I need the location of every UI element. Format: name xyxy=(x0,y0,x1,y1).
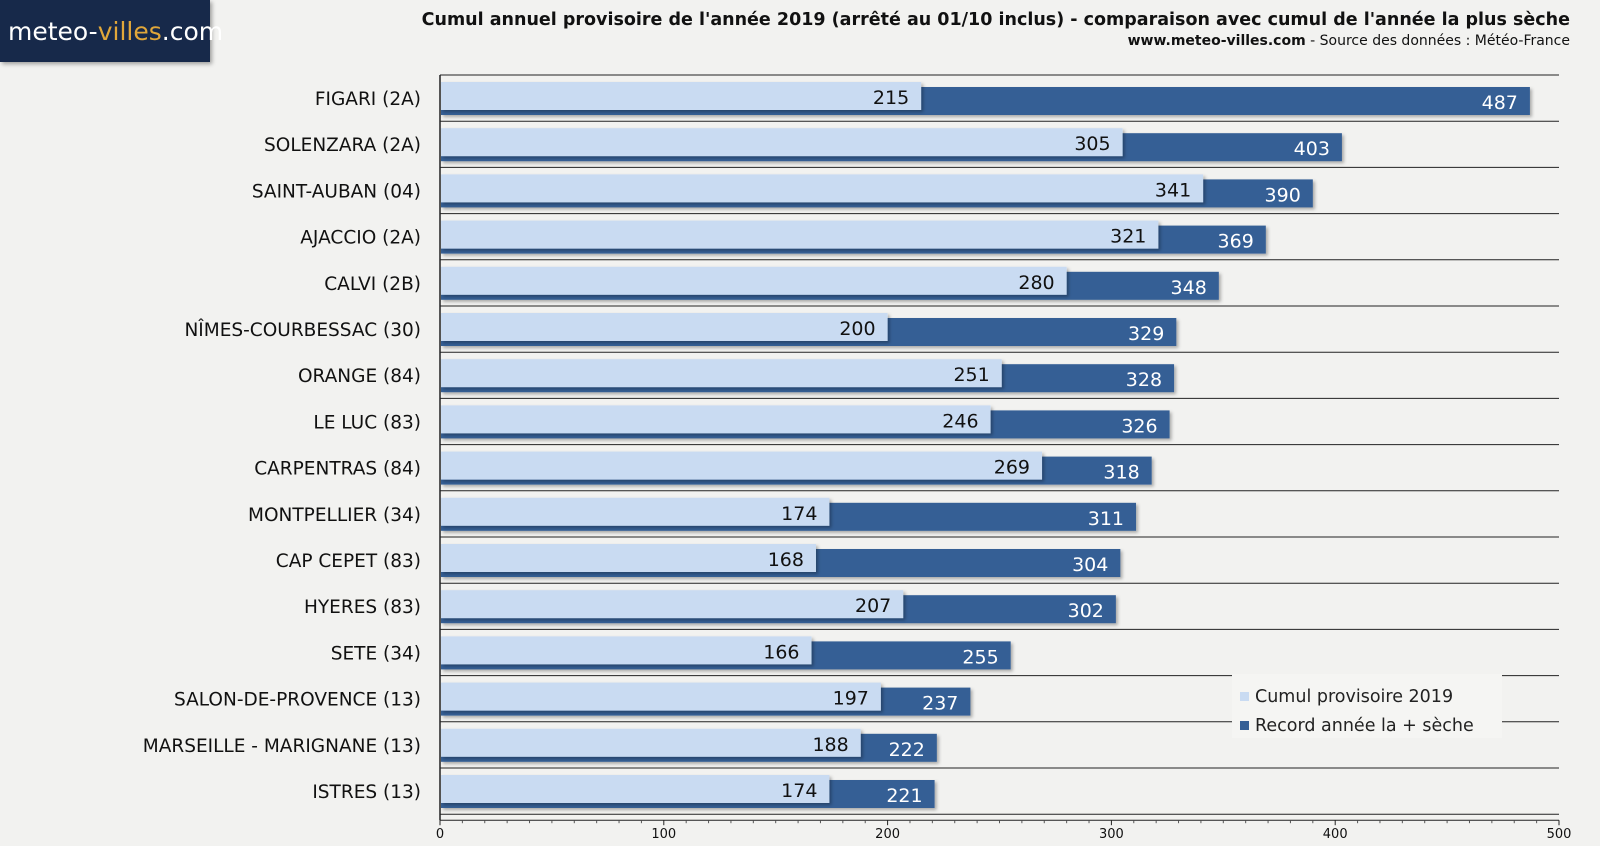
bar-current xyxy=(441,128,1123,157)
data-label-current: 174 xyxy=(781,503,817,525)
category-label: CAP CEPET (83) xyxy=(276,551,421,572)
legend-swatch-current xyxy=(1240,692,1249,701)
bar-current xyxy=(441,636,812,665)
logo-text-accent: villes xyxy=(97,16,162,46)
data-label-record: 326 xyxy=(1121,415,1157,437)
bar-current xyxy=(441,220,1159,249)
category-label: SOLENZARA (2A) xyxy=(264,135,421,156)
data-label-record: 328 xyxy=(1126,369,1162,391)
category-label: FIGARI (2A) xyxy=(315,89,421,110)
chart-subtitle: www.meteo-villes.com - Source des donnée… xyxy=(1128,33,1570,49)
data-label-current: 174 xyxy=(781,780,817,802)
bar-current xyxy=(441,313,888,341)
category-label: CALVI (2B) xyxy=(324,274,421,295)
category-label: NÎMES-COURBESSAC (30) xyxy=(184,319,421,341)
data-label-current: 321 xyxy=(1110,226,1146,248)
data-label-record: 369 xyxy=(1218,231,1254,253)
legend-label-current: Cumul provisoire 2019 xyxy=(1255,686,1454,707)
data-label-current: 280 xyxy=(1018,272,1054,294)
data-label-current: 188 xyxy=(812,734,848,756)
chart-legend: Cumul provisoire 2019 Record année la + … xyxy=(1232,674,1502,738)
data-label-record: 255 xyxy=(962,646,998,668)
category-label: LE LUC (83) xyxy=(313,412,421,433)
data-label-current: 246 xyxy=(942,410,978,432)
x-tick-label: 400 xyxy=(1323,827,1348,842)
bar-current xyxy=(441,544,816,572)
bar-current xyxy=(441,728,861,757)
site-url: www.meteo-villes.com xyxy=(1127,33,1306,49)
category-label: MONTPELLIER (34) xyxy=(248,505,421,526)
data-label-record: 390 xyxy=(1265,184,1301,206)
bar-current xyxy=(441,682,881,711)
chart-title: Cumul annuel provisoire de l'année 2019 … xyxy=(421,10,1570,30)
bar-current xyxy=(441,82,922,110)
data-label-current: 251 xyxy=(953,364,989,386)
category-label: ORANGE (84) xyxy=(298,366,421,387)
data-label-record: 318 xyxy=(1103,462,1139,484)
data-label-record: 304 xyxy=(1072,554,1108,576)
logo-text-part1: meteo- xyxy=(8,16,98,46)
data-label-record: 329 xyxy=(1128,323,1164,345)
x-tick-label: 500 xyxy=(1547,827,1572,842)
category-label: HYERES (83) xyxy=(304,597,421,618)
category-label: CARPENTRAS (84) xyxy=(254,459,421,480)
legend-item-current: Cumul provisoire 2019 xyxy=(1240,682,1502,711)
bar-current xyxy=(441,590,904,619)
data-label-record: 348 xyxy=(1171,277,1207,299)
category-label: ISTRES (13) xyxy=(312,782,421,803)
bar-current xyxy=(441,775,830,803)
category-label: SAINT-AUBAN (04) xyxy=(252,181,421,202)
data-label-current: 200 xyxy=(839,318,875,340)
site-logo[interactable]: meteo-villes .com xyxy=(0,0,223,62)
data-label-current: 305 xyxy=(1074,133,1110,155)
data-label-record: 311 xyxy=(1088,508,1124,530)
data-label-current: 215 xyxy=(873,87,909,109)
category-label: MARSEILLE - MARIGNANE (13) xyxy=(143,736,421,757)
legend-label-record: Record année la + sèche xyxy=(1255,715,1474,736)
data-label-record: 403 xyxy=(1294,138,1330,160)
data-label-record: 222 xyxy=(889,739,925,761)
x-tick-label: 100 xyxy=(651,827,676,842)
data-label-record: 237 xyxy=(922,693,958,715)
bar-current xyxy=(441,451,1043,480)
data-label-current: 197 xyxy=(833,688,869,710)
data-label-current: 166 xyxy=(763,641,799,663)
bar-current xyxy=(441,359,1002,388)
logo-text-part3: .com xyxy=(161,16,224,46)
category-label: SALON-DE-PROVENCE (13) xyxy=(174,690,421,711)
data-label-record: 487 xyxy=(1482,92,1518,114)
legend-item-record: Record année la + sèche xyxy=(1240,711,1502,740)
data-label-current: 269 xyxy=(994,457,1030,479)
bar-current xyxy=(441,497,830,526)
bar-current xyxy=(441,174,1204,203)
category-label: SETE (34) xyxy=(331,643,421,664)
bar-current xyxy=(441,266,1067,295)
data-source: - Source des données : Météo-France xyxy=(1305,33,1570,49)
data-label-current: 207 xyxy=(855,595,891,617)
data-label-record: 302 xyxy=(1068,600,1104,622)
x-tick-label: 0 xyxy=(436,827,444,842)
bar-current xyxy=(441,405,991,434)
data-label-record: 221 xyxy=(886,785,922,807)
data-label-current: 168 xyxy=(768,549,804,571)
x-tick-label: 200 xyxy=(875,827,900,842)
data-label-current: 341 xyxy=(1155,179,1191,201)
x-tick-label: 300 xyxy=(1099,827,1124,842)
legend-swatch-record xyxy=(1240,721,1249,730)
category-label: AJACCIO (2A) xyxy=(300,228,421,249)
